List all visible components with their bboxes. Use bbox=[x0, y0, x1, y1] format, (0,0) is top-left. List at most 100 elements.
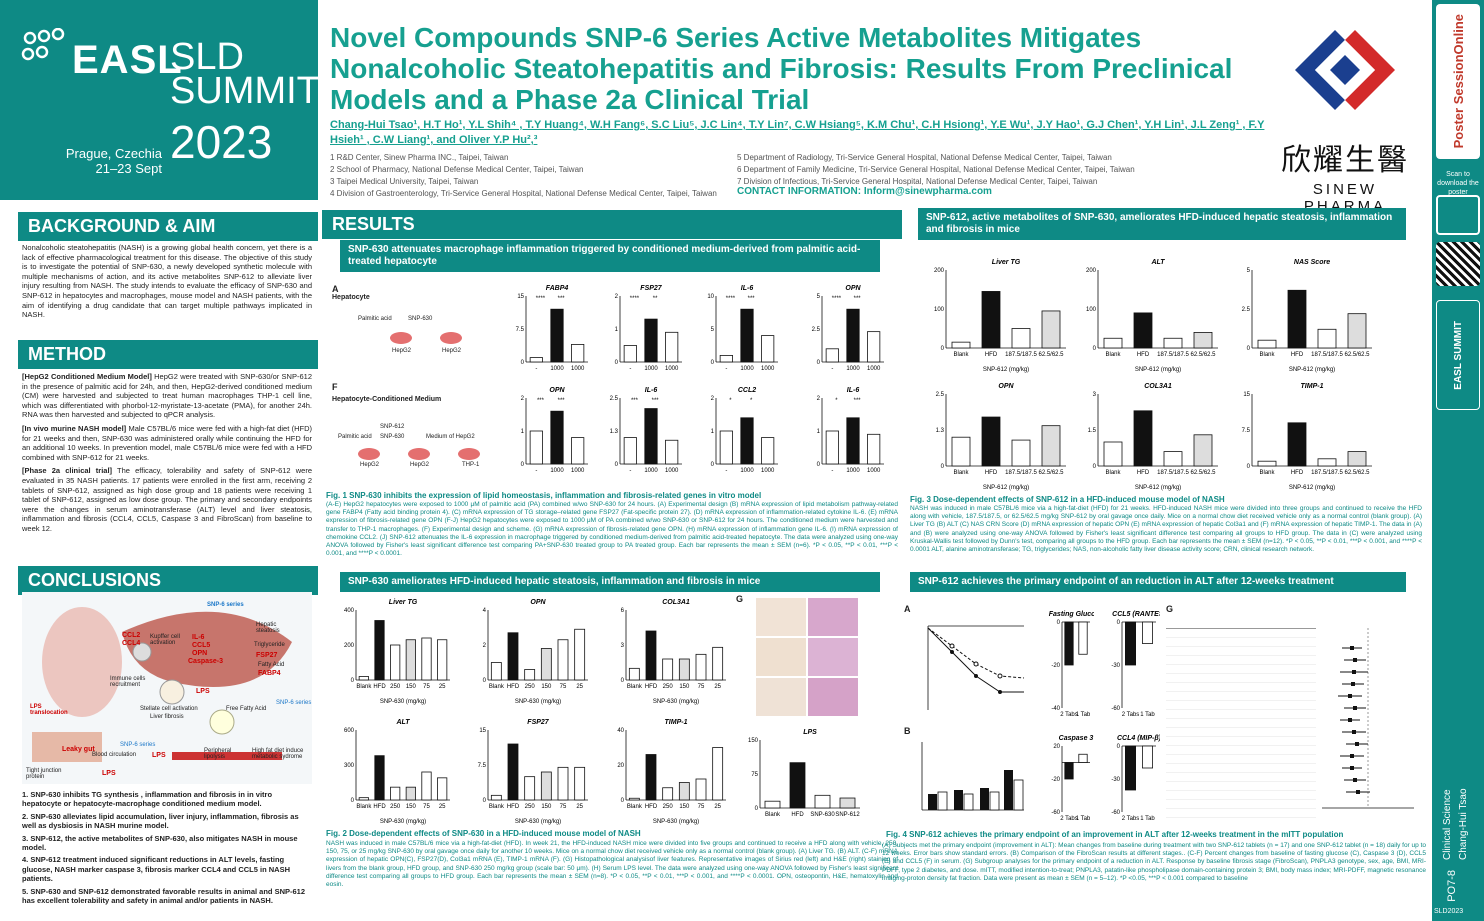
chart-fig3c: NAS Score 0 2.5 5 Blank HFD 187.5/187.5 62.5/62… bbox=[1226, 254, 1376, 374]
bar bbox=[867, 433, 881, 465]
y-tick-label: 0 bbox=[521, 462, 525, 468]
method-text: [HepG2 Conditioned Medium Model] HepG2 w… bbox=[22, 372, 312, 534]
sinew-logo-icon bbox=[1295, 30, 1395, 110]
bar bbox=[628, 667, 640, 681]
bar bbox=[712, 646, 724, 681]
x-tick-label: HFD bbox=[507, 684, 520, 690]
x-tick-label: Blank bbox=[765, 812, 781, 818]
bar bbox=[390, 786, 401, 801]
chart-fig2d: FSP27 0 7.5 15 Blank HFD 250 150 75 25 SNP-630 (mg… bbox=[462, 714, 592, 826]
x-tick-label: 1000 bbox=[761, 366, 775, 372]
bar bbox=[421, 637, 432, 681]
x-tick-label: 250 bbox=[390, 684, 401, 690]
y-tick-label: 0 bbox=[1117, 744, 1121, 750]
diagram-label: Fatty Acid bbox=[258, 662, 285, 668]
fig1-title: Fig. 1 SNP-630 inhibits the expression o… bbox=[326, 491, 762, 500]
y-tick-label: 150 bbox=[748, 738, 759, 744]
bar bbox=[761, 437, 775, 465]
y-tick-label: -40 bbox=[1051, 706, 1060, 712]
logo-summit-text: SUMMIT bbox=[170, 70, 320, 112]
results-sub4: SNP-612 achieves the primary endpoint of… bbox=[910, 572, 1406, 592]
diagram-label: Liver fibrosis bbox=[150, 714, 184, 720]
y-tick-label: 1 bbox=[615, 327, 619, 333]
method-heading: METHOD bbox=[18, 340, 318, 369]
bar bbox=[1257, 339, 1277, 349]
fig4g-forest-plot bbox=[1166, 618, 1416, 828]
dish-icon bbox=[358, 448, 380, 460]
chart-title: ALT bbox=[395, 719, 410, 726]
affiliation: 5 Department of Radiology, Tri-Service G… bbox=[737, 153, 1112, 162]
fig2-caption: NASH was induced in male C57BL/6 mice vi… bbox=[326, 840, 898, 889]
y-tick-label: 15 bbox=[517, 294, 524, 300]
y-tick-label: 100 bbox=[1086, 307, 1097, 313]
diagram-label: Tight junction protein bbox=[26, 768, 62, 780]
x-tick-label: 1000 bbox=[846, 366, 860, 372]
bar bbox=[814, 794, 831, 809]
x-tick-label: Blank bbox=[1259, 352, 1275, 358]
y-tick-label: -60 bbox=[1111, 706, 1120, 712]
x-tick-label: Blank bbox=[1259, 470, 1275, 476]
bar bbox=[540, 648, 552, 681]
x-tick-label: Blank bbox=[627, 804, 643, 810]
diagram-label: CCL5 bbox=[192, 642, 211, 649]
bar bbox=[789, 762, 806, 809]
affiliation: 3 Taipei Medical University, Taipei, Tai… bbox=[330, 177, 479, 186]
bar bbox=[437, 777, 448, 801]
bar bbox=[421, 771, 432, 801]
y-tick-label: 2.5 bbox=[936, 392, 945, 398]
bar bbox=[574, 766, 586, 801]
dish-icon bbox=[458, 448, 480, 460]
histology-image bbox=[808, 598, 858, 636]
chart-title: TIMP-1 bbox=[1301, 383, 1324, 390]
x-tick-label: HFD bbox=[373, 684, 386, 690]
x-tick-label: 25 bbox=[576, 684, 583, 690]
bar bbox=[1257, 460, 1277, 467]
logo-sld: SLD SUMMIT bbox=[170, 38, 320, 112]
fig2-title: Fig. 2 Dose-dependent effects of SNP-630… bbox=[326, 829, 641, 838]
bar bbox=[1347, 451, 1367, 467]
bar bbox=[867, 331, 881, 363]
easl-dots-icon bbox=[21, 28, 65, 61]
y-tick-label: 1 bbox=[711, 429, 715, 435]
chart-title: Liver TG bbox=[389, 599, 418, 606]
bar bbox=[695, 778, 707, 801]
x-tick-label: 150 bbox=[406, 804, 417, 810]
significance-label: *** bbox=[631, 398, 639, 404]
chart-title: OPN bbox=[549, 387, 565, 394]
chart-title: CCL5 (RANTES) bbox=[1112, 611, 1160, 618]
fig1-cm-label: Hepatocyte-Conditioned Medium bbox=[332, 396, 442, 403]
affiliation: 6 Department of Family Medicine, Tri-Ser… bbox=[737, 165, 1135, 174]
affiliation: 4 Division of Gastroenterology, Tri-Serv… bbox=[330, 189, 717, 198]
y-tick-label: 0 bbox=[1093, 346, 1097, 352]
affiliations-right: 5 Department of Radiology, Tri-Service G… bbox=[737, 152, 1177, 188]
diagram-label: Caspase-3 bbox=[188, 658, 224, 665]
x-tick-label: - bbox=[535, 366, 537, 372]
conclusions-list: 1. SNP-630 inhibits TG synthesis , infla… bbox=[22, 790, 312, 908]
chart-fig1i: CCL2 0 1 2 - 1000 1000 * * bbox=[690, 382, 782, 482]
results-sub2: SNP-630 ameliorates HFD-induced hepatic … bbox=[340, 572, 880, 592]
bar bbox=[557, 639, 569, 681]
x-tick-label: 25 bbox=[439, 684, 446, 690]
x-tick-label: 150 bbox=[541, 684, 552, 690]
fig1-design-f: Palmitic acid SNP-612 SNP-630 Medium of … bbox=[334, 420, 504, 470]
contact-information: CONTACT INFORMATION: Inform@sinewpharma.… bbox=[737, 186, 992, 197]
fig1-caption: (A-E) HepG2 hepatocytes were exposed to … bbox=[326, 501, 898, 558]
x-tick-label: 187.5/187.5 bbox=[1311, 470, 1343, 476]
summit-text: EASL SUMMIT bbox=[1452, 320, 1464, 390]
bar bbox=[764, 800, 781, 809]
panel-letter: G bbox=[736, 594, 744, 604]
chart-fig2f: TIMP-1 0 20 40 Blank HFD 250 150 75 25 SNP-630 (mg… bbox=[600, 714, 730, 826]
poster-session-online-badge[interactable]: Poster SessionOnline bbox=[1436, 4, 1480, 159]
chart-fig3f: TIMP-1 0 7.5 15 Blank HFD 187.5/187.5 62.5/62.5… bbox=[1226, 378, 1376, 492]
summit-badge: EASL SUMMIT bbox=[1436, 300, 1480, 410]
x-tick-label: 1000 bbox=[644, 468, 658, 474]
x-tick-label: 1000 bbox=[665, 366, 679, 372]
chart-title: IL-6 bbox=[645, 387, 658, 394]
dish-icon bbox=[440, 332, 462, 344]
bar bbox=[678, 782, 690, 801]
chart-title: ALT bbox=[1150, 259, 1165, 266]
chart-title: LPS bbox=[803, 729, 817, 736]
qr-code-icon[interactable] bbox=[1436, 242, 1480, 286]
x-tick-label: HFD bbox=[373, 804, 386, 810]
